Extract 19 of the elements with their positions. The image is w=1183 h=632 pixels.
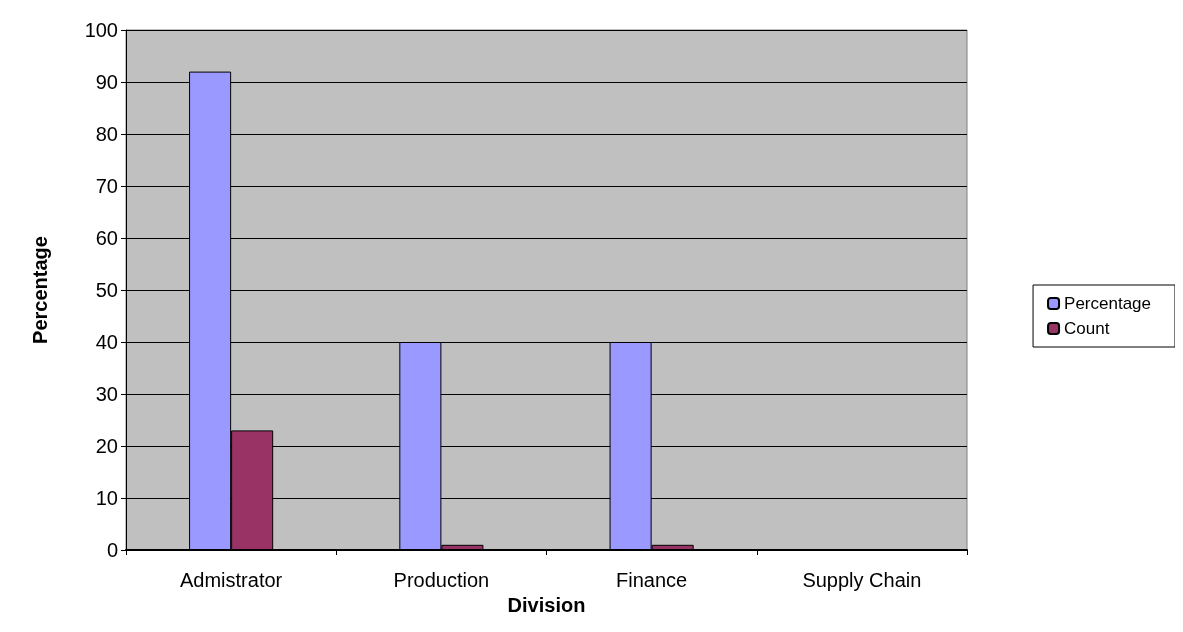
x-tick-label: Supply Chain [802,569,922,591]
legend-label: Count [1064,319,1110,338]
y-tick-label: 0 [106,539,118,561]
y-tick-label: 40 [95,331,118,353]
y-axis-title: Percentage [29,236,51,344]
y-tick-label: 80 [95,123,118,145]
legend-label: Percentage [1064,294,1151,313]
y-tick-label: 70 [95,175,118,197]
y-tick-label: 30 [95,383,118,405]
y-tick-label: 100 [84,19,118,41]
x-axis-title: Division [507,593,586,616]
y-tick-label: 90 [95,71,118,93]
x-tick-label: Admistrator [180,569,283,591]
y-tick-label: 10 [95,487,118,509]
y-tick-label: 60 [95,227,118,249]
x-tick-label: Finance [616,569,688,591]
y-tick-label: 50 [95,279,118,301]
x-tick-label: Production [393,569,490,591]
y-tick-label: 20 [95,435,118,457]
